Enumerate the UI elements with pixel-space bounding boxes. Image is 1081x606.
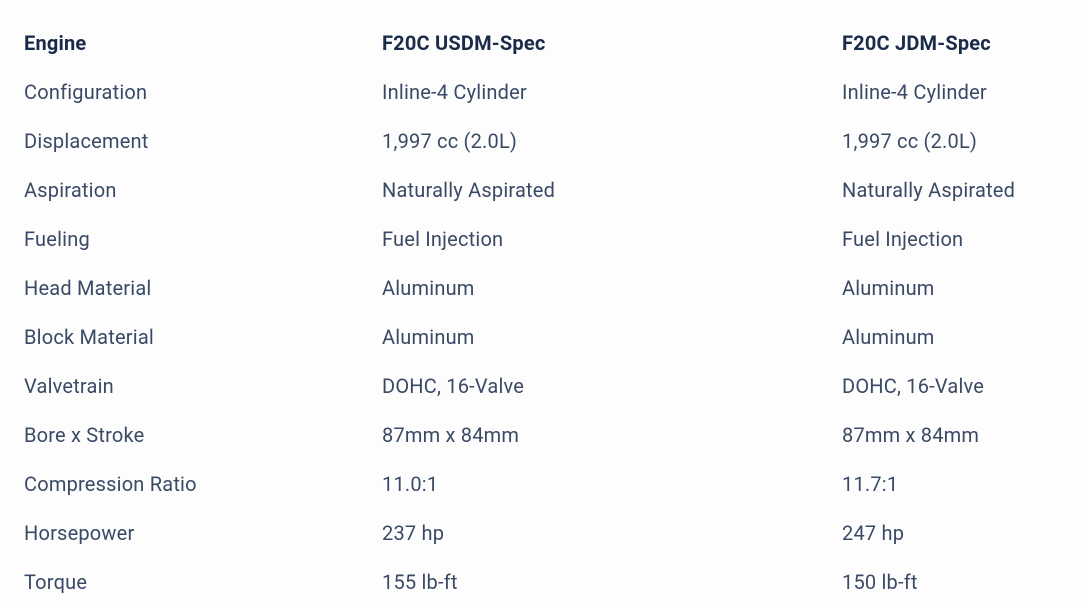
spec-label: Fueling	[24, 227, 382, 251]
spec-value-usdm: 1,997 cc (2.0L)	[382, 129, 842, 153]
spec-value-usdm: DOHC, 16-Valve	[382, 374, 842, 398]
spec-value-usdm: Aluminum	[382, 325, 842, 349]
table-row: Displacement 1,997 cc (2.0L) 1,997 cc (2…	[24, 116, 1057, 165]
spec-value-jdm: 87mm x 84mm	[842, 423, 1057, 447]
spec-value-usdm: 155 lb-ft	[382, 570, 842, 594]
spec-label: Displacement	[24, 129, 382, 153]
spec-label: Horsepower	[24, 521, 382, 545]
spec-label: Torque	[24, 570, 382, 594]
spec-value-jdm: Naturally Aspirated	[842, 178, 1057, 202]
table-row: Torque 155 lb-ft 150 lb-ft	[24, 557, 1057, 606]
spec-label: Configuration	[24, 80, 382, 104]
spec-value-usdm: Aluminum	[382, 276, 842, 300]
table-row: Bore x Stroke 87mm x 84mm 87mm x 84mm	[24, 410, 1057, 459]
table-row: Configuration Inline-4 Cylinder Inline-4…	[24, 67, 1057, 116]
table-row: Block Material Aluminum Aluminum	[24, 312, 1057, 361]
spec-value-usdm: 11.0:1	[382, 472, 842, 496]
table-row: Head Material Aluminum Aluminum	[24, 263, 1057, 312]
spec-value-jdm: DOHC, 16-Valve	[842, 374, 1057, 398]
spec-value-jdm: 11.7:1	[842, 472, 1057, 496]
spec-value-usdm: Naturally Aspirated	[382, 178, 842, 202]
spec-value-jdm: 1,997 cc (2.0L)	[842, 129, 1057, 153]
table-row: Fueling Fuel Injection Fuel Injection	[24, 214, 1057, 263]
spec-value-usdm: 237 hp	[382, 521, 842, 545]
spec-label: Aspiration	[24, 178, 382, 202]
spec-value-jdm: 247 hp	[842, 521, 1057, 545]
spec-value-usdm: Fuel Injection	[382, 227, 842, 251]
spec-value-jdm: 150 lb-ft	[842, 570, 1057, 594]
spec-label: Block Material	[24, 325, 382, 349]
spec-label: Valvetrain	[24, 374, 382, 398]
table-row: Valvetrain DOHC, 16-Valve DOHC, 16-Valve	[24, 361, 1057, 410]
spec-value-jdm: Fuel Injection	[842, 227, 1057, 251]
table-row: Compression Ratio 11.0:1 11.7:1	[24, 459, 1057, 508]
spec-value-jdm: Aluminum	[842, 276, 1057, 300]
table-row: Horsepower 237 hp 247 hp	[24, 508, 1057, 557]
spec-value-jdm: Inline-4 Cylinder	[842, 80, 1057, 104]
spec-value-jdm: Aluminum	[842, 325, 1057, 349]
table-header-cell: Engine	[24, 31, 382, 55]
table-header-row: Engine F20C USDM-Spec F20C JDM-Spec	[24, 18, 1057, 67]
table-row: Aspiration Naturally Aspirated Naturally…	[24, 165, 1057, 214]
spec-value-usdm: Inline-4 Cylinder	[382, 80, 842, 104]
spec-value-usdm: 87mm x 84mm	[382, 423, 842, 447]
spec-table: Engine F20C USDM-Spec F20C JDM-Spec Conf…	[24, 18, 1057, 606]
spec-label: Compression Ratio	[24, 472, 382, 496]
spec-label: Head Material	[24, 276, 382, 300]
table-header-cell: F20C USDM-Spec	[382, 31, 842, 55]
table-header-cell: F20C JDM-Spec	[842, 31, 1057, 55]
spec-label: Bore x Stroke	[24, 423, 382, 447]
